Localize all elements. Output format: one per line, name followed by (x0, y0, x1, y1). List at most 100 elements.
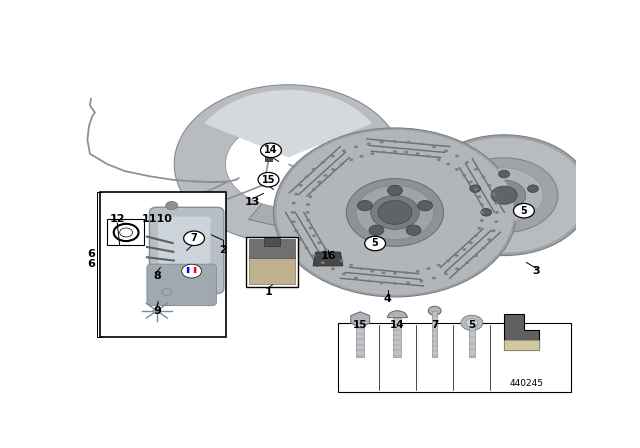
Circle shape (294, 229, 298, 232)
Text: ▌: ▌ (193, 267, 198, 273)
Text: 6: 6 (87, 259, 95, 269)
FancyBboxPatch shape (249, 255, 295, 284)
Text: 14: 14 (264, 145, 278, 155)
Circle shape (406, 225, 421, 235)
Circle shape (258, 172, 279, 187)
FancyBboxPatch shape (249, 239, 295, 258)
Circle shape (380, 281, 383, 284)
Circle shape (499, 170, 509, 178)
Circle shape (354, 146, 358, 148)
Circle shape (393, 140, 397, 143)
Text: 5: 5 (372, 238, 378, 249)
Circle shape (419, 142, 424, 145)
Bar (338, 323, 571, 392)
Text: 440245: 440245 (509, 379, 544, 388)
Bar (264, 143, 273, 161)
Circle shape (480, 219, 484, 222)
Circle shape (436, 264, 441, 267)
Circle shape (356, 185, 434, 240)
Circle shape (331, 254, 335, 257)
Circle shape (494, 202, 498, 205)
Circle shape (342, 272, 346, 276)
Circle shape (367, 280, 371, 282)
Circle shape (342, 150, 346, 152)
Bar (100, 192, 227, 336)
Circle shape (417, 135, 591, 255)
Circle shape (436, 158, 441, 161)
Circle shape (184, 231, 205, 246)
Circle shape (273, 128, 516, 297)
Wedge shape (225, 121, 351, 208)
Circle shape (346, 179, 444, 246)
Circle shape (415, 270, 420, 272)
Circle shape (468, 241, 473, 244)
Bar (432, 311, 437, 358)
Circle shape (462, 248, 467, 251)
Circle shape (365, 236, 385, 251)
Circle shape (349, 264, 353, 267)
Text: 1: 1 (264, 287, 273, 297)
Circle shape (481, 208, 492, 216)
Text: 16: 16 (320, 250, 336, 261)
Circle shape (494, 220, 498, 223)
Circle shape (308, 195, 312, 198)
Circle shape (388, 185, 403, 196)
Circle shape (465, 168, 543, 222)
Circle shape (291, 211, 295, 214)
Circle shape (415, 152, 420, 155)
Circle shape (446, 163, 450, 166)
Circle shape (492, 229, 495, 232)
Circle shape (444, 272, 448, 276)
Circle shape (312, 254, 316, 257)
Circle shape (455, 168, 459, 171)
Circle shape (432, 277, 436, 280)
Circle shape (474, 188, 478, 190)
Circle shape (324, 248, 328, 251)
Circle shape (426, 155, 431, 158)
Circle shape (162, 289, 172, 295)
Circle shape (393, 282, 397, 285)
Circle shape (371, 195, 419, 229)
Circle shape (321, 261, 324, 264)
Text: 7: 7 (431, 319, 438, 330)
Bar (469, 323, 475, 358)
Bar (108, 220, 145, 245)
Circle shape (474, 254, 478, 257)
Circle shape (306, 219, 310, 222)
Circle shape (120, 228, 132, 237)
Circle shape (305, 211, 310, 214)
Wedge shape (174, 85, 403, 244)
Bar (394, 318, 401, 358)
Circle shape (331, 267, 335, 270)
Circle shape (305, 176, 308, 178)
FancyBboxPatch shape (147, 264, 216, 306)
Text: 9: 9 (153, 306, 161, 316)
Circle shape (419, 280, 424, 282)
Circle shape (481, 246, 485, 250)
Circle shape (462, 174, 467, 177)
Circle shape (299, 184, 303, 187)
Circle shape (324, 174, 328, 177)
Circle shape (153, 308, 161, 314)
FancyBboxPatch shape (158, 216, 211, 263)
Circle shape (312, 234, 316, 237)
Circle shape (312, 168, 316, 171)
Circle shape (444, 150, 448, 152)
Circle shape (381, 271, 385, 274)
Circle shape (451, 158, 558, 233)
Circle shape (360, 155, 364, 158)
Text: 12: 12 (109, 214, 125, 224)
Circle shape (321, 161, 324, 164)
Text: 15: 15 (353, 319, 367, 330)
Circle shape (317, 241, 321, 244)
Circle shape (294, 193, 298, 195)
Circle shape (465, 261, 469, 264)
Circle shape (317, 181, 321, 183)
Text: ▌: ▌ (186, 267, 191, 273)
Circle shape (292, 220, 296, 223)
Circle shape (420, 137, 588, 253)
Bar (356, 323, 364, 358)
Circle shape (455, 267, 459, 270)
Polygon shape (351, 312, 370, 327)
Circle shape (380, 141, 383, 143)
